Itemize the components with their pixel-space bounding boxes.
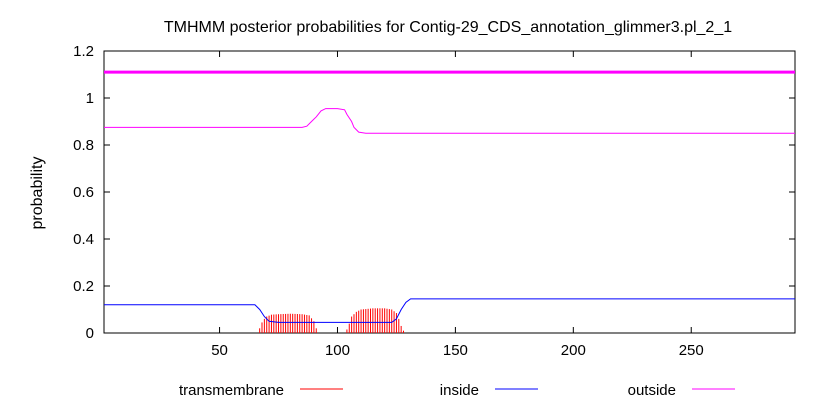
legend: transmembrane inside outside [179, 382, 735, 399]
series-inside-line [104, 298, 795, 323]
series-transmembrane [259, 308, 405, 333]
legend-label-transmembrane: transmembrane [179, 382, 284, 399]
plot-frame [103, 50, 796, 334]
y-tick-label: 0.2 [73, 278, 94, 295]
x-tick-label: 150 [443, 342, 468, 359]
y-tick-label: 0 [86, 325, 94, 342]
y-tick-label: 0.4 [73, 231, 94, 248]
series-outside-line [104, 108, 795, 134]
x-tick-label: 100 [325, 342, 350, 359]
legend-label-inside: inside [440, 382, 479, 399]
chart-title: TMHMM posterior probabilities for Contig… [164, 19, 732, 36]
y-tick-label: 0.6 [73, 184, 94, 201]
plot-area: 0 0.2 0.4 0.6 0.8 1 1.2 50 100 150 200 250 [73, 43, 796, 359]
y-tick-label: 0.8 [73, 137, 94, 154]
y-axis-label: probability [29, 157, 46, 230]
y-tick-label: 1 [86, 90, 94, 107]
x-tick-label: 250 [679, 342, 704, 359]
y-tick-label: 1.2 [73, 43, 94, 60]
x-tick-label: 50 [211, 342, 228, 359]
x-tick-label: 200 [561, 342, 586, 359]
legend-label-outside: outside [628, 382, 676, 399]
